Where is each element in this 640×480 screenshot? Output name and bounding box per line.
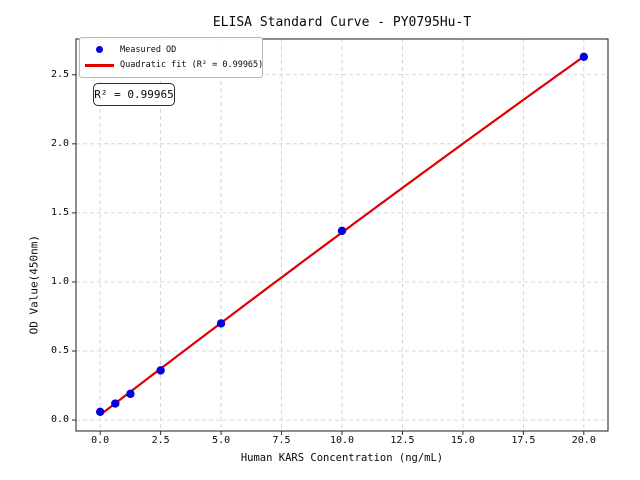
data-point [579, 52, 589, 62]
legend-line-icon [84, 64, 114, 67]
plot-frame [75, 38, 609, 432]
x-axis-label: Human KARS Concentration (ng/mL) [240, 452, 444, 464]
data-point [156, 366, 165, 375]
r-squared-annotation: R² = 0.99965 [93, 83, 175, 106]
data-point [216, 319, 226, 328]
x-tick-label: 0.0 [91, 435, 110, 446]
legend-label-quadratic-fit: Quadratic fit (R² = 0.99965) [120, 60, 264, 71]
x-tick-label: 12.5 [390, 435, 415, 446]
x-tick-label: 20.0 [571, 435, 596, 446]
data-point [337, 226, 347, 236]
legend-item-quadratic-fit: Quadratic fit (R² = 0.99965) [84, 58, 263, 74]
legend-dot-icon [95, 46, 103, 54]
y-tick-label: 1.5 [50, 206, 69, 218]
data-point [95, 407, 105, 417]
y-tick-label: 0.0 [50, 414, 69, 426]
x-tick-label: 5.0 [212, 435, 231, 446]
x-tick-label: 15.0 [450, 435, 475, 446]
y-tick-label: 2.5 [50, 68, 69, 80]
legend-marker-cell [84, 46, 114, 54]
legend-label-measured-od: Measured OD [120, 44, 177, 55]
y-tick-label: 1.0 [50, 275, 69, 287]
legend-item-measured-od: Measured OD [84, 42, 256, 58]
x-tick-label: 10.0 [329, 435, 355, 446]
legend-marker-cell [84, 64, 114, 67]
x-tick-label: 7.5 [272, 435, 291, 446]
y-tick-label: 2.0 [50, 137, 69, 149]
chart-title: ELISA Standard Curve - PY0795Hu-T [212, 15, 472, 30]
y-tick-label: 0.5 [50, 345, 69, 357]
data-point [126, 389, 135, 399]
x-tick-label: 17.5 [511, 435, 536, 446]
x-tick-label: 2.5 [151, 435, 170, 446]
legend: Measured OD Quadratic fit (R² = 0.99965) [79, 37, 263, 78]
data-point [111, 399, 120, 408]
